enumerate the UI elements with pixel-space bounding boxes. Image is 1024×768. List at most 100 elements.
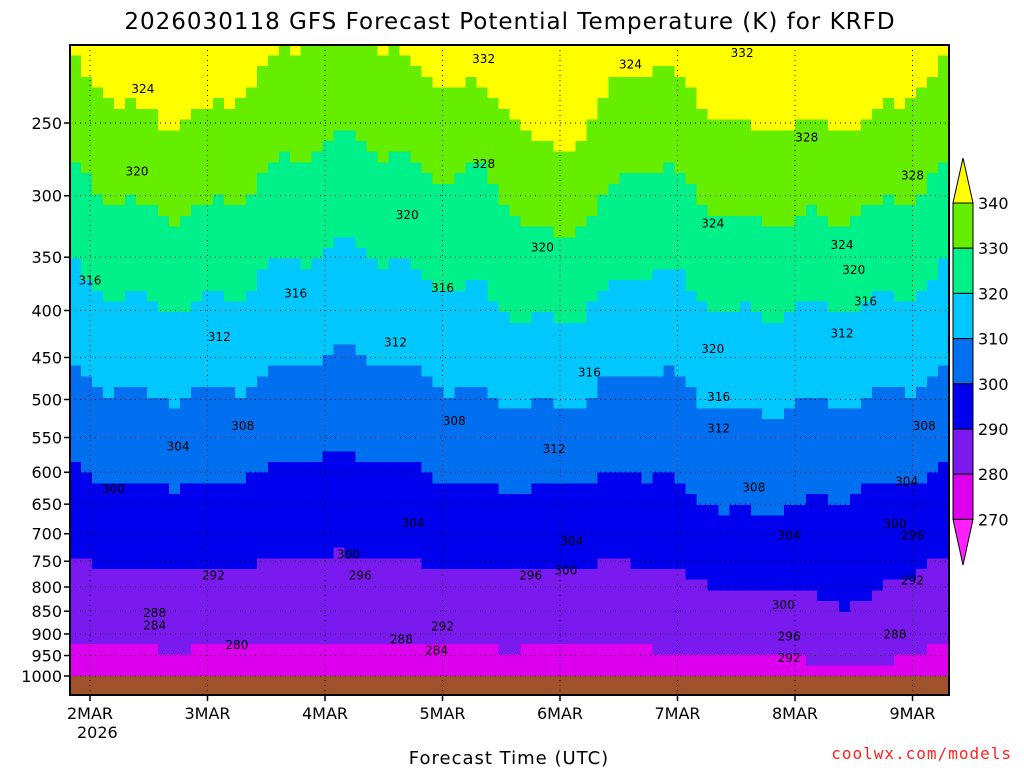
heatmap-cell (124, 494, 137, 506)
heatmap-cell (70, 622, 82, 634)
heatmap-cell (157, 344, 170, 356)
heatmap-cell (234, 665, 247, 677)
heatmap-cell (476, 290, 489, 303)
heatmap-cell (927, 280, 939, 292)
heatmap-cell (927, 611, 939, 624)
heatmap-cell (322, 226, 335, 238)
heatmap-cell (80, 66, 93, 78)
heatmap-cell (102, 269, 115, 281)
heatmap-cell (190, 376, 203, 388)
heatmap-cell (586, 290, 598, 303)
heatmap-cell (663, 451, 675, 463)
heatmap-cell (443, 226, 456, 238)
heatmap-cell (773, 568, 785, 581)
heatmap-cell (553, 472, 566, 484)
heatmap-cell (839, 483, 851, 495)
heatmap-cell (80, 301, 93, 313)
heatmap-cell (784, 45, 796, 46)
heatmap-cell (850, 622, 862, 634)
heatmap-cell (245, 654, 258, 666)
heatmap-cell (883, 451, 895, 463)
heatmap-cell (223, 547, 236, 559)
heatmap-cell (201, 633, 214, 645)
heatmap-cell (355, 633, 368, 645)
heatmap-cell (179, 45, 192, 56)
heatmap-cell (212, 322, 225, 335)
heatmap-cell (751, 344, 763, 356)
heatmap-cell (872, 483, 884, 495)
heatmap-cell (322, 258, 335, 270)
heatmap-cell (916, 301, 928, 313)
heatmap-cell (179, 515, 192, 527)
heatmap-cell (300, 526, 313, 538)
heatmap-cell (520, 322, 533, 335)
heatmap-cell (124, 119, 137, 131)
heatmap-cell (542, 365, 555, 377)
heatmap-cell (432, 98, 445, 110)
heatmap-cell (883, 590, 895, 602)
heatmap-cell (740, 504, 752, 517)
heatmap-cell (311, 269, 324, 281)
heatmap-cell (300, 344, 313, 356)
heatmap-cell (608, 440, 620, 452)
heatmap-cell (938, 45, 949, 46)
heatmap-cell (223, 397, 236, 410)
colorbar-swatch (952, 338, 974, 385)
heatmap-cell (553, 258, 566, 270)
contour-label: 312 (543, 442, 566, 456)
heatmap-cell (322, 483, 335, 495)
heatmap-cell (410, 429, 423, 442)
heatmap-cell (377, 504, 390, 517)
heatmap-cell (91, 397, 104, 410)
heatmap-cell (696, 601, 708, 613)
heatmap-cell (685, 515, 697, 527)
heatmap-cell (256, 45, 269, 46)
heatmap-cell (399, 504, 412, 517)
heatmap-cell (311, 45, 324, 46)
heatmap-cell (234, 643, 247, 656)
heatmap-cell (476, 312, 489, 324)
heatmap-cell (707, 483, 719, 495)
heatmap-cell (773, 269, 785, 281)
heatmap-cell (520, 579, 533, 591)
heatmap-cell (520, 226, 533, 238)
heatmap-cell (443, 280, 456, 292)
heatmap-cell (696, 526, 708, 538)
heatmap-cell (696, 140, 708, 153)
heatmap-cell (729, 312, 741, 324)
heatmap-cell (575, 76, 588, 89)
heatmap-cell (608, 237, 620, 249)
heatmap-cell (509, 183, 522, 196)
heatmap-cell (366, 547, 379, 559)
heatmap-cell (102, 87, 115, 99)
heatmap-cell (828, 397, 840, 410)
heatmap-cell (652, 301, 664, 313)
heatmap-cell (256, 87, 269, 99)
heatmap-cell (113, 322, 126, 335)
heatmap-cell (641, 333, 653, 345)
heatmap-cell (201, 558, 214, 570)
heatmap-cell (366, 55, 379, 67)
heatmap-cell (212, 494, 225, 506)
heatmap-cell (938, 173, 949, 185)
heatmap-cell (432, 419, 445, 431)
heatmap-cell (201, 622, 214, 634)
heatmap-cell (201, 590, 214, 602)
heatmap-cell (630, 280, 642, 292)
heatmap-cell (443, 108, 456, 121)
heatmap-cell (850, 45, 862, 56)
contour-label: 308 (231, 419, 254, 433)
heatmap-cell (432, 322, 445, 335)
heatmap-cell (553, 504, 566, 517)
heatmap-cell (399, 322, 412, 335)
heatmap-cell (465, 322, 478, 335)
heatmap-cell (355, 547, 368, 559)
heatmap-cell (432, 494, 445, 506)
heatmap-cell (80, 451, 93, 463)
heatmap-cell (740, 440, 752, 452)
heatmap-cell (509, 633, 522, 645)
heatmap-cell (619, 536, 631, 549)
heatmap-cell (256, 376, 269, 388)
heatmap-cell (223, 440, 236, 452)
contour-label: 324 (619, 57, 642, 71)
